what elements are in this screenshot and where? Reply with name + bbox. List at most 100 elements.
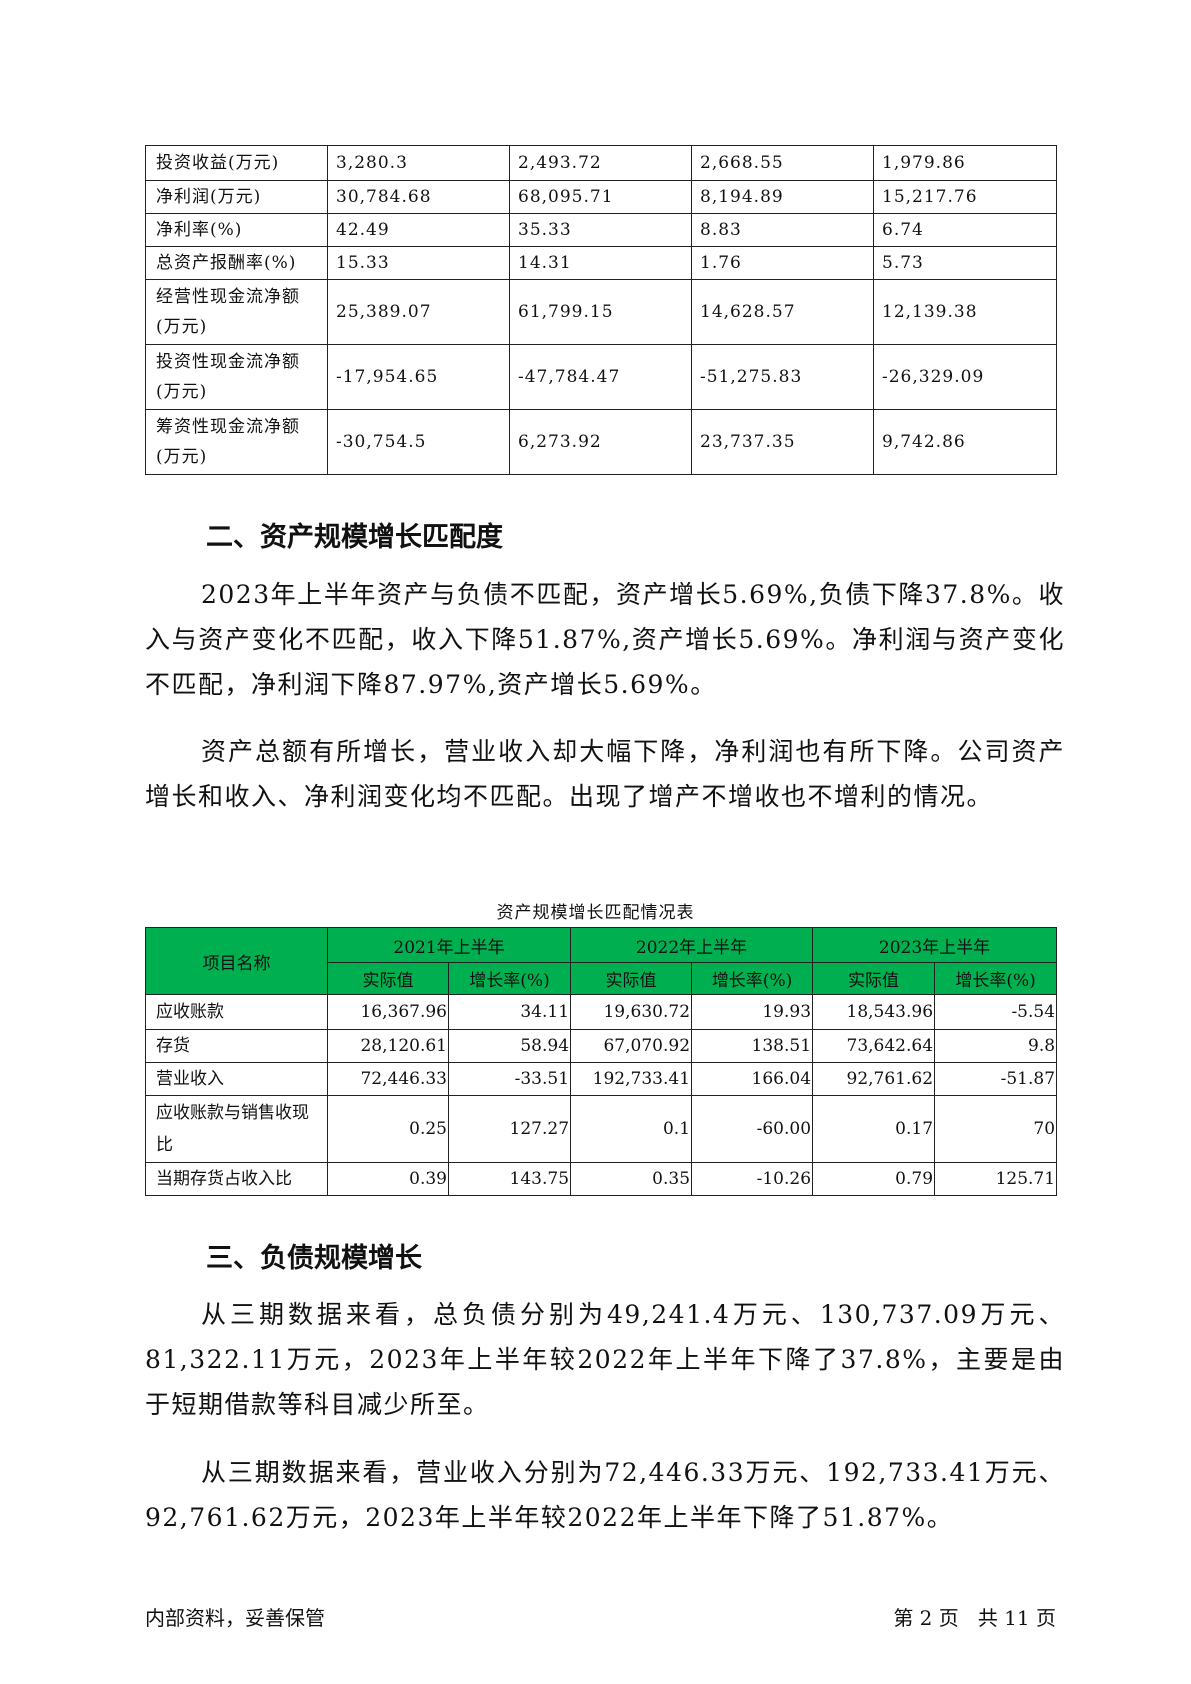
cell-value: -5.54	[934, 994, 1058, 1030]
cell-value: 5.73	[873, 246, 1057, 280]
cell-value: 35.33	[509, 213, 692, 247]
row-label: 存货	[145, 1029, 328, 1063]
table-row: 净利率(%) 42.49 35.33 8.83 6.74	[145, 213, 1057, 247]
cell-value: 6.74	[873, 213, 1057, 247]
table-caption: 资产规模增长匹配情况表	[496, 903, 695, 923]
row-label: 投资收益(万元)	[145, 145, 328, 181]
cell-value: 42.49	[327, 213, 510, 247]
cell-value: 19.93	[691, 994, 814, 1030]
cell-value: 9.8	[934, 1029, 1058, 1063]
cell-value: 125.71	[934, 1162, 1058, 1196]
cell-value: 16,367.96	[327, 994, 449, 1030]
header-actual: 实际值	[812, 962, 936, 995]
cell-value: 127.27	[447, 1095, 572, 1163]
table-row: 总资产报酬率(%) 15.33 14.31 1.76 5.73	[145, 246, 1057, 280]
header-actual: 实际值	[570, 962, 693, 995]
cell-value: 92,761.62	[812, 1062, 936, 1096]
row-label: 筹资性现金流净额(万元)	[145, 409, 328, 475]
cell-value: -33.51	[447, 1062, 572, 1096]
cell-value: 14,628.57	[691, 279, 874, 345]
table-row: 筹资性现金流净额(万元) -30,754.5 6,273.92 23,737.35 9,…	[145, 409, 1057, 475]
header-actual: 实际值	[327, 962, 449, 995]
header-period: 2023年上半年	[812, 927, 1058, 963]
table-row: 净利润(万元) 30,784.68 68,095.71 8,194.89 15,217.…	[145, 180, 1057, 214]
row-label: 应收账款	[145, 994, 328, 1030]
header-period: 2021年上半年	[326, 927, 572, 963]
cell-value: 8,194.89	[691, 180, 874, 214]
cell-value: -47,784.47	[509, 344, 692, 410]
cell-value: 2,493.72	[509, 145, 692, 181]
cell-value: -51.87	[934, 1062, 1058, 1096]
row-label: 净利润(万元)	[145, 180, 328, 214]
footer-page-number: 第 2 页 共 11 页	[893, 1606, 1056, 1630]
cell-value: 72,446.33	[327, 1062, 449, 1096]
cell-value: 0.39	[327, 1162, 449, 1196]
header-growth: 增长率(%)	[691, 962, 814, 995]
cell-value: 18,543.96	[812, 994, 936, 1030]
cell-value: 0.17	[812, 1095, 936, 1163]
cell-value: -30,754.5	[327, 409, 510, 475]
paragraph: 资产总额有所增长，营业收入却大幅下降，净利润也有所下降。公司资产增长和收入、净利…	[145, 737, 1065, 811]
cell-value: 1,979.86	[873, 145, 1057, 181]
financial-table: 投资收益(万元) 3,280.3 2,493.72 2,668.55 1,979.86 净…	[145, 145, 1057, 475]
cell-value: 30,784.68	[327, 180, 510, 214]
cell-value: -10.26	[691, 1162, 814, 1196]
cell-value: 3,280.3	[327, 145, 510, 181]
header-period: 2022年上半年	[570, 927, 814, 963]
section-heading-liability-growth: 三、负债规模增长	[206, 1243, 422, 1274]
cell-value: 9,742.86	[873, 409, 1057, 475]
cell-value: -51,275.83	[691, 344, 874, 410]
row-label: 净利率(%)	[145, 213, 328, 247]
cell-value: 58.94	[447, 1029, 572, 1063]
cell-value: 68,095.71	[509, 180, 692, 214]
row-label: 投资性现金流净额(万元)	[145, 344, 328, 410]
cell-value: 28,120.61	[327, 1029, 449, 1063]
cell-value: 67,070.92	[570, 1029, 693, 1063]
paragraph: 从三期数据来看，总负债分别为49,241.4万元、130,737.09万元、81…	[145, 1300, 1065, 1419]
paragraph: 从三期数据来看，营业收入分别为72,446.33万元、192,733.41万元、…	[145, 1458, 1065, 1532]
cell-value: 2,668.55	[691, 145, 874, 181]
cell-value: -60.00	[691, 1095, 814, 1163]
table-row: 当期存货占收入比 0.39 143.75 0.35 -10.26 0.79 125.71	[145, 1162, 1058, 1196]
cell-value: 23,737.35	[691, 409, 874, 475]
row-label: 营业收入	[145, 1062, 328, 1096]
cell-value: 73,642.64	[812, 1029, 936, 1063]
cell-value: 166.04	[691, 1062, 814, 1096]
cell-value: 138.51	[691, 1029, 814, 1063]
cell-value: 15,217.76	[873, 180, 1057, 214]
cell-value: 70	[934, 1095, 1058, 1163]
section-heading-asset-growth: 二、资产规模增长匹配度	[206, 522, 503, 553]
header-growth: 增长率(%)	[934, 962, 1058, 995]
cell-value: 14.31	[509, 246, 692, 280]
cell-value: 192,733.41	[570, 1062, 693, 1096]
cell-value: 143.75	[447, 1162, 572, 1196]
row-label: 总资产报酬率(%)	[145, 246, 328, 280]
cell-value: 0.35	[570, 1162, 693, 1196]
row-label: 当期存货占收入比	[145, 1162, 328, 1196]
cell-value: 1.76	[691, 246, 874, 280]
table-row: 应收账款 16,367.96 34.11 19,630.72 19.93 18,543.9…	[145, 994, 1058, 1030]
cell-value: 34.11	[447, 994, 572, 1030]
cell-value: 19,630.72	[570, 994, 693, 1030]
cell-value: 0.1	[570, 1095, 693, 1163]
table-row: 经营性现金流净额(万元) 25,389.07 61,799.15 14,628.57 1…	[145, 279, 1057, 345]
header-growth: 增长率(%)	[447, 962, 572, 995]
cell-value: 15.33	[327, 246, 510, 280]
row-label: 经营性现金流净额(万元)	[145, 279, 328, 345]
cell-value: -17,954.65	[327, 344, 510, 410]
asset-growth-match-table: 项目名称 2021年上半年 2022年上半年 2023年上半年 实际值 增长率(…	[145, 927, 1058, 1196]
cell-value: 61,799.15	[509, 279, 692, 345]
cell-value: 8.83	[691, 213, 874, 247]
cell-value: 25,389.07	[327, 279, 510, 345]
table-row: 应收账款与销售收现比 0.25 127.27 0.1 -60.00 0.17 70	[145, 1095, 1058, 1163]
cell-value: -26,329.09	[873, 344, 1057, 410]
cell-value: 0.79	[812, 1162, 936, 1196]
header-item-name: 项目名称	[145, 927, 328, 995]
paragraph: 2023年上半年资产与负债不匹配，资产增长5.69%,负债下降37.8%。收入与…	[145, 580, 1065, 699]
row-label: 应收账款与销售收现比	[145, 1095, 328, 1163]
table-row: 营业收入 72,446.33 -33.51 192,733.41 166.04 92,76…	[145, 1062, 1058, 1096]
table-row: 投资收益(万元) 3,280.3 2,493.72 2,668.55 1,979.86	[145, 145, 1057, 181]
footer-confidential: 内部资料，妥善保管	[145, 1606, 325, 1630]
cell-value: 12,139.38	[873, 279, 1057, 345]
